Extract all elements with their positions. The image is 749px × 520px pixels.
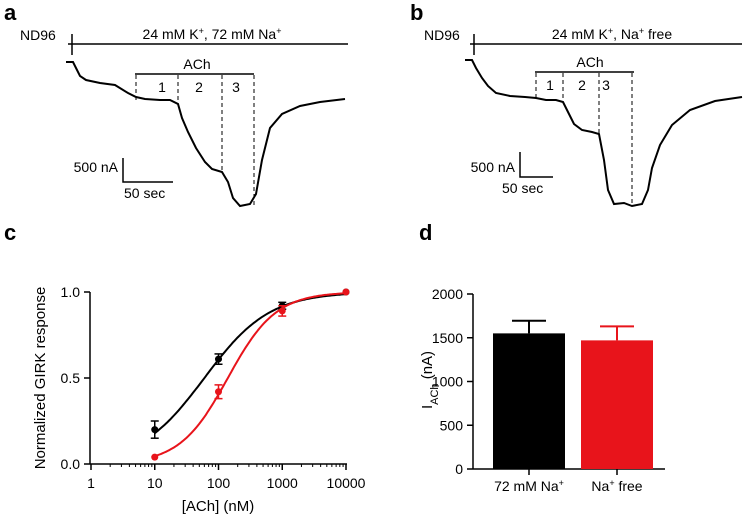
- panel-c-x-tick-label: 10: [147, 475, 163, 491]
- panel-c-x-ticks: 1 10 100 1000 10000: [87, 464, 366, 491]
- panel-c-data-point: [215, 355, 222, 363]
- panel-d-letter: d: [419, 220, 432, 245]
- panel-a-step-2-label: 2: [195, 79, 203, 95]
- panel-d-y-tick-label: 1500: [432, 330, 463, 346]
- panel-c-y-tick-label: 1.0: [61, 284, 81, 300]
- panel-c: c 1 10 100 1000 10000 0.0 0.5 1.0 [ACh] (nM) N…: [4, 220, 366, 515]
- panel-c-letter: c: [4, 220, 16, 245]
- panel-d-y-ticks: 0 500 1000 1500 2000: [432, 286, 473, 477]
- panel-a: a ND96 24 mM K+, 72 mM Na+ ACh 1 2 3 500…: [4, 0, 348, 208]
- panel-c-x-tick-label: 1000: [267, 475, 298, 491]
- panel-d-y-tick-label: 2000: [432, 286, 463, 302]
- panel-b-current-trace: [465, 59, 743, 208]
- panel-d-category-2: Na+ free: [591, 478, 642, 494]
- panel-d-category-1: 72 mM Na+: [494, 478, 564, 494]
- panel-c-x-label: [ACh] (nM): [182, 498, 255, 515]
- panel-d-bars: [493, 319, 653, 475]
- panel-b-step-1-label: 1: [546, 77, 554, 93]
- panel-c-x-tick-label: 100: [207, 475, 231, 491]
- panel-b-ach-label: ACh: [576, 54, 603, 70]
- panel-c-y-tick-label: 0.5: [61, 370, 81, 386]
- panel-a-current-trace: [66, 61, 346, 208]
- panel-a-letter: a: [4, 0, 17, 25]
- panel-a-step-1-label: 1: [158, 79, 166, 95]
- panel-b: b ND96 24 mM K+, Na+ free ACh 1 2 3 500 …: [410, 0, 743, 208]
- panel-d-y-tick-label: 500: [440, 417, 464, 433]
- panel-c-fit-curve-1: [154, 293, 347, 434]
- panel-d-bar-1: [493, 333, 565, 469]
- panel-c-y-tick-label: 0.0: [61, 456, 81, 472]
- panel-a-step-3-label: 3: [232, 79, 240, 95]
- panel-b-step-3-label: 3: [602, 77, 610, 93]
- panel-c-y-label: Normalized GIRK response: [32, 287, 49, 470]
- panel-c-data-point: [278, 307, 286, 315]
- panel-b-scale-x: 50 sec: [502, 180, 543, 196]
- panel-b-step-2-label: 2: [578, 77, 586, 93]
- panel-a-scale-x: 50 sec: [124, 185, 165, 201]
- panel-b-letter: b: [410, 0, 423, 25]
- panel-a-ach-label: ACh: [183, 56, 210, 72]
- panel-d-bar-2: [581, 340, 653, 469]
- panel-a-scale-bar: [122, 158, 173, 183]
- panel-b-baseline-label: ND96: [424, 27, 460, 43]
- panel-d-y-tick-label: 1000: [432, 374, 463, 390]
- panel-a-solution-label: 24 mM K+, 72 mM Na+: [143, 26, 282, 42]
- panel-c-x-tick-label: 1: [87, 475, 95, 491]
- panel-a-scale-y: 500 nA: [74, 159, 119, 175]
- panel-c-fit-curve-2: [154, 292, 346, 458]
- panel-c-x-tick-label: 10000: [327, 475, 366, 491]
- panel-b-scale-bar: [519, 152, 553, 178]
- panel-d-y-tick-label: 0: [455, 461, 463, 477]
- panel-c-data-point: [151, 426, 159, 434]
- panel-c-series: [150, 288, 350, 461]
- panel-c-data-point: [215, 388, 222, 396]
- panel-c-y-ticks: 0.0 0.5 1.0: [61, 284, 90, 472]
- panel-b-solution-label: 24 mM K+, Na+ free: [552, 26, 672, 42]
- panel-c-data-point: [342, 288, 350, 296]
- panel-a-baseline-label: ND96: [20, 27, 56, 43]
- panel-b-scale-y: 500 nA: [471, 159, 516, 175]
- panel-c-data-point: [151, 453, 159, 461]
